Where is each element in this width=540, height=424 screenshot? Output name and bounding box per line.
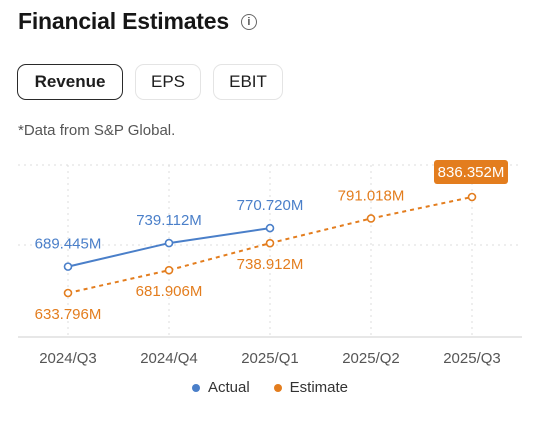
- x-tick-label: 2025/Q1: [241, 350, 299, 367]
- legend-item-actual: Actual: [191, 379, 250, 396]
- tab-ebit[interactable]: EBIT: [213, 64, 283, 100]
- page-title: Financial Estimates: [18, 8, 229, 34]
- title-row: Financial Estimates i: [18, 8, 257, 35]
- revenue-chart: 2024/Q3 2024/Q4 2025/Q1 2025/Q2 2025/Q3 633.7…: [18, 160, 522, 367]
- actual-point: [164, 238, 174, 248]
- chart-legend: Actual Estimate: [0, 379, 540, 396]
- estimate-point: [467, 192, 477, 202]
- estimate-data-label: 633.796M: [35, 306, 102, 323]
- actual-point: [63, 262, 73, 271]
- legend-item-estimate: Estimate: [273, 379, 349, 396]
- estimate-point: [164, 265, 174, 275]
- x-tick-label: 2025/Q3: [443, 350, 501, 367]
- actual-data-label: 689.445M: [35, 236, 102, 253]
- data-source-note: *Data from S&P Global.: [18, 122, 176, 139]
- actual-data-label: 739.112M: [136, 212, 202, 229]
- x-tick-label: 2024/Q4: [140, 350, 198, 367]
- estimate-highlight-badge: [434, 160, 508, 184]
- estimate-data-label: 791.018M: [338, 187, 405, 204]
- estimate-highlight-label: 836.352M: [438, 164, 505, 181]
- legend-label-actual: Actual: [207, 379, 250, 396]
- estimate-data-label: 681.906M: [136, 283, 203, 300]
- estimate-point: [366, 214, 376, 223]
- info-icon[interactable]: i: [240, 13, 257, 30]
- legend-label-estimate: Estimate: [289, 379, 349, 396]
- legend-dot-estimate: [273, 383, 282, 392]
- actual-data-label: 770.720M: [237, 197, 304, 214]
- tab-eps[interactable]: EPS: [135, 64, 201, 100]
- x-tick-label: 2024/Q3: [39, 350, 97, 367]
- legend-dot-actual: [191, 383, 200, 392]
- actual-point: [265, 223, 275, 233]
- x-tick-label: 2025/Q2: [342, 350, 400, 367]
- tab-revenue[interactable]: Revenue: [17, 64, 123, 100]
- estimate-point: [265, 238, 275, 248]
- estimate-point: [63, 288, 73, 298]
- metric-tabs: Revenue EPS EBIT: [17, 64, 283, 100]
- estimate-data-label: 738.912M: [237, 256, 304, 273]
